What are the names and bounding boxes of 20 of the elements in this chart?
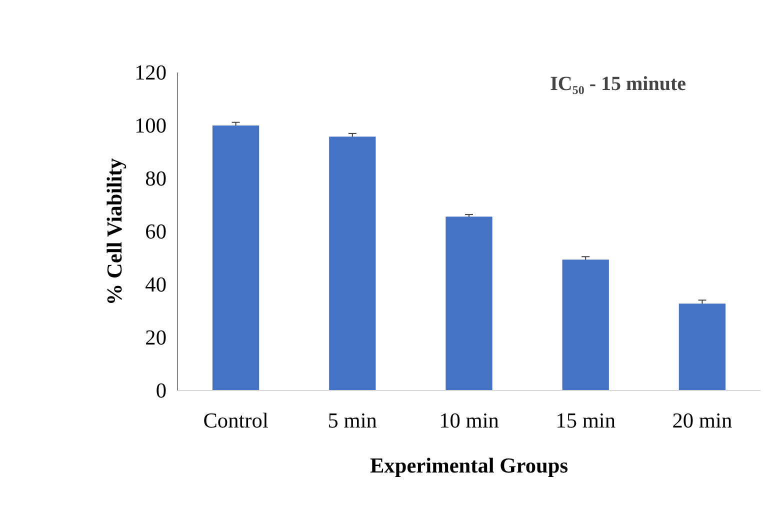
bar: [562, 260, 609, 390]
y-tick-label: 20: [145, 326, 166, 350]
x-tick-label: 15 min: [556, 408, 616, 432]
annotation: IC₅₀ - 15 minute: [550, 72, 686, 95]
bar: [329, 136, 376, 390]
bar: [678, 304, 726, 390]
y-tick-label: 0: [156, 378, 167, 402]
bar: [212, 126, 260, 390]
bar: [446, 216, 492, 390]
y-tick-label: 40: [145, 272, 166, 296]
x-tick-label: 5 min: [328, 408, 378, 432]
y-axis-title: % Cell Viability: [102, 158, 127, 306]
x-tick-label: 10 min: [439, 408, 500, 432]
x-tick-label: Control: [203, 408, 268, 432]
y-tick-label: 100: [134, 114, 167, 138]
x-tick-label: 20 min: [672, 408, 732, 432]
y-tick-label: 80: [145, 166, 166, 190]
y-tick-label: 60: [145, 220, 166, 244]
y-tick-label: 120: [134, 60, 167, 84]
x-axis-title: Experimental Groups: [370, 454, 568, 478]
